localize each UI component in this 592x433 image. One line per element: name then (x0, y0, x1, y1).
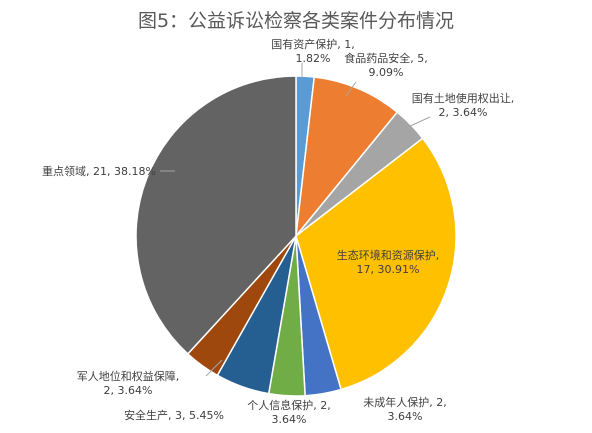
slice-shengtai-huanjing (295, 137, 457, 391)
label-anquan-shengchan: 安全生产, 3, 5.45% (124, 409, 224, 422)
label-tudi-churang: 国有土地使用权出让, 2, 3.64% (411, 92, 515, 119)
label-zhongdian-lingyu: 重点领域, 21, 38.18% (42, 165, 156, 178)
label-shengtai-huanjing: 生态环境和资源保护, 17, 30.91% (336, 249, 440, 276)
leader-tudi-churang (407, 116, 431, 128)
chart-title: 图5：公益诉讼检察各类案件分布情况 (137, 10, 455, 32)
label-weichengnian: 未成年人保护, 2, 3.64% (363, 396, 447, 423)
label-guoyou-zichan: 国有资产保护, 1, 1.82% (271, 38, 355, 65)
label-junren-quanyi: 军人地位和权益保障, 2, 3.64% (76, 370, 180, 397)
leader-junren-quanyi (205, 359, 223, 377)
label-shipin-yaopin: 食品药品安全, 5, 9.09% (344, 52, 428, 79)
slice-shipin-yaopin (294, 76, 399, 239)
label-geren-xinxi: 个人信息保护, 2, 3.64% (247, 399, 331, 426)
leader-shipin-yaopin (345, 81, 357, 97)
slice-zhongdian-lingyu (135, 75, 297, 355)
